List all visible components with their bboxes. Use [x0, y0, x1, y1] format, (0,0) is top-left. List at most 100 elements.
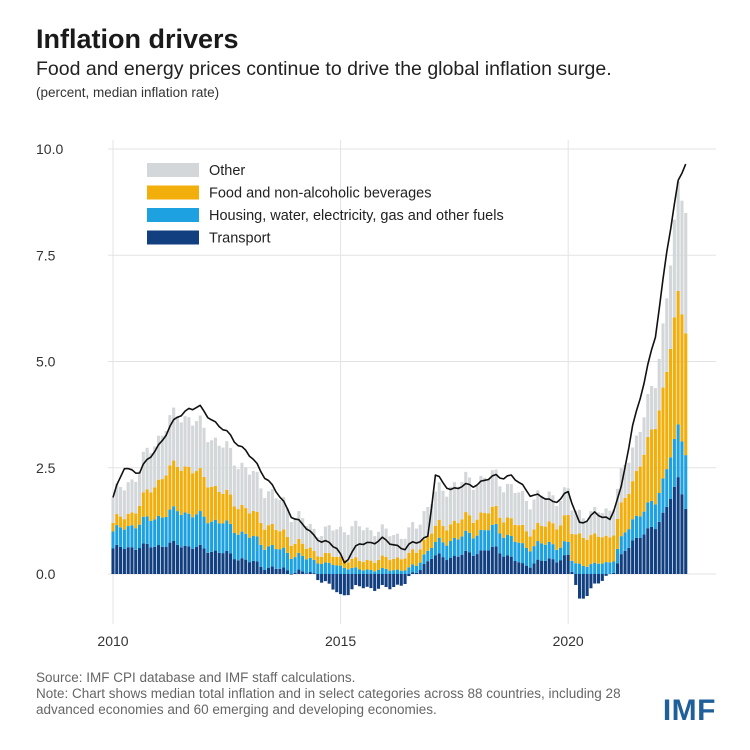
bar-other: [141, 451, 145, 493]
bar-housing: [259, 544, 263, 567]
bar-other: [441, 490, 445, 527]
bar-housing: [650, 500, 654, 527]
bar-housing: [672, 438, 676, 487]
bar-food: [206, 487, 210, 524]
bar-other: [437, 482, 441, 520]
bar-food: [456, 523, 460, 540]
bar-transport: [141, 543, 145, 574]
bar-transport: [145, 543, 149, 574]
bar-housing: [570, 560, 574, 572]
bar-food: [141, 492, 145, 517]
bar-transport: [357, 574, 362, 587]
bar-other: [513, 493, 517, 525]
bar-food: [122, 519, 126, 530]
bar-housing: [657, 493, 661, 522]
bar-other: [680, 200, 684, 315]
bar-housing: [119, 527, 123, 547]
bar-other: [244, 467, 248, 509]
bar-transport: [437, 553, 441, 574]
bar-other: [293, 518, 297, 544]
bar-food: [153, 487, 157, 520]
bar-other: [615, 488, 620, 519]
bar-other: [138, 471, 142, 506]
bar-food: [130, 512, 134, 526]
bar-other: [111, 497, 115, 523]
bar-transport: [555, 562, 559, 574]
bar-transport: [122, 548, 126, 574]
bar-transport: [297, 569, 301, 574]
bar-transport: [399, 574, 403, 586]
bar-transport: [160, 546, 164, 574]
bar-food: [323, 552, 327, 563]
bar-other: [574, 510, 578, 535]
bar-food: [608, 537, 612, 563]
bar-other: [642, 417, 646, 455]
bar-other: [559, 500, 563, 526]
bar-food: [217, 492, 221, 524]
bar-transport: [638, 537, 642, 574]
bar-food: [430, 533, 434, 548]
legend: Other Food and non-alcoholic beverages Hou…: [147, 163, 504, 247]
bar-transport: [164, 547, 168, 574]
bar-transport: [270, 566, 274, 574]
bar-transport: [339, 574, 343, 595]
bar-transport: [562, 555, 566, 574]
bar-housing: [266, 546, 271, 568]
bar-transport: [524, 565, 528, 574]
stacked-bar-chart: 0.0 2.5 5.0 7.5 10.0 2010 2015 2020 Other Food a…: [36, 140, 716, 649]
bar-food: [513, 524, 517, 542]
bar-transport: [433, 555, 437, 574]
bar-housing: [513, 541, 517, 562]
bar-transport: [134, 549, 138, 574]
bar-food: [266, 525, 271, 547]
bar-food: [278, 531, 282, 550]
bar-food: [168, 465, 172, 510]
bar-other: [346, 534, 350, 563]
bar-other: [149, 453, 153, 493]
chart-subtitle: Food and energy prices continue to drive…: [36, 58, 612, 80]
bar-food: [426, 536, 430, 551]
bar-other: [221, 447, 225, 494]
bar-transport: [331, 574, 335, 590]
bar-transport: [369, 574, 373, 589]
bar-transport: [521, 563, 525, 574]
bar-food: [289, 545, 293, 559]
bar-housing: [210, 521, 214, 552]
bar-transport: [627, 547, 631, 574]
bar-transport: [661, 512, 665, 574]
bar-transport: [464, 550, 468, 574]
bar-other: [175, 416, 180, 467]
bar-other: [225, 441, 229, 490]
bar-housing: [187, 513, 191, 547]
bar-transport: [486, 550, 491, 574]
bar-food: [388, 560, 392, 571]
bar-housing: [289, 558, 293, 574]
bar-food: [433, 525, 437, 543]
bar-transport: [320, 574, 324, 583]
bar-transport: [346, 574, 350, 596]
bar-other: [653, 388, 657, 429]
bar-transport: [202, 548, 206, 574]
bar-food: [498, 517, 502, 534]
bar-other: [229, 447, 233, 495]
bar-food: [384, 556, 388, 569]
bar-housing: [646, 502, 650, 529]
bar-housing: [524, 547, 528, 566]
bar-food: [623, 497, 627, 533]
bar-food: [308, 547, 312, 558]
bar-food: [502, 522, 506, 538]
bar-housing: [392, 570, 396, 574]
bar-other: [172, 407, 176, 461]
bar-housing: [505, 534, 510, 556]
bar-food: [551, 523, 555, 545]
bar-other: [486, 479, 491, 514]
bar-housing: [213, 519, 217, 551]
bar-transport: [149, 547, 153, 574]
bar-food: [149, 492, 153, 522]
bar-food: [532, 529, 536, 547]
bar-housing: [361, 570, 365, 574]
bar-transport: [274, 568, 278, 574]
bar-transport: [350, 574, 354, 590]
bar-transport: [335, 574, 339, 593]
bar-housing: [479, 529, 483, 551]
